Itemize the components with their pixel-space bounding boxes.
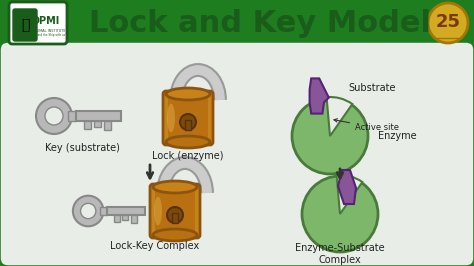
Circle shape xyxy=(73,196,103,226)
Bar xyxy=(172,213,178,223)
Wedge shape xyxy=(337,175,362,214)
Ellipse shape xyxy=(153,181,197,193)
FancyBboxPatch shape xyxy=(13,9,37,41)
Text: "Come Board the Ship with us": "Come Board the Ship with us" xyxy=(24,33,66,37)
Bar xyxy=(155,189,195,233)
Text: Enzyme-Substrate
Complex: Enzyme-Substrate Complex xyxy=(295,243,385,265)
Circle shape xyxy=(167,207,183,223)
Text: DPMI: DPMI xyxy=(31,16,59,26)
Text: Enzyme: Enzyme xyxy=(378,131,417,141)
Ellipse shape xyxy=(153,229,197,241)
Text: Lock and Key Model: Lock and Key Model xyxy=(89,9,431,38)
Ellipse shape xyxy=(166,136,210,148)
Text: Active site: Active site xyxy=(334,119,399,132)
Text: THE ANIMAL INSTITUTE: THE ANIMAL INSTITUTE xyxy=(25,29,65,33)
Ellipse shape xyxy=(167,103,175,132)
Text: 25: 25 xyxy=(436,13,461,31)
Bar xyxy=(0,0,474,46)
Circle shape xyxy=(428,3,468,43)
FancyBboxPatch shape xyxy=(0,40,474,266)
Bar xyxy=(68,111,76,121)
Circle shape xyxy=(292,98,368,174)
FancyBboxPatch shape xyxy=(9,2,67,44)
Bar xyxy=(84,121,91,129)
Text: Key (substrate): Key (substrate) xyxy=(45,143,119,153)
Bar xyxy=(94,121,101,127)
Bar xyxy=(168,96,208,140)
Bar xyxy=(100,207,107,215)
Text: 🛡: 🛡 xyxy=(21,18,29,32)
Polygon shape xyxy=(310,78,329,114)
Text: Substrate: Substrate xyxy=(348,83,395,93)
Circle shape xyxy=(45,107,63,125)
Bar xyxy=(185,120,191,130)
Circle shape xyxy=(81,203,96,219)
Bar xyxy=(76,111,121,121)
FancyBboxPatch shape xyxy=(163,91,213,145)
Polygon shape xyxy=(338,170,356,204)
Text: Lock-Key Complex: Lock-Key Complex xyxy=(110,241,200,251)
Circle shape xyxy=(36,98,72,134)
Bar xyxy=(131,215,137,223)
Bar xyxy=(107,207,145,215)
Circle shape xyxy=(180,114,196,130)
Ellipse shape xyxy=(166,88,210,100)
Bar xyxy=(104,121,111,130)
Ellipse shape xyxy=(154,197,162,225)
Circle shape xyxy=(302,176,378,252)
Text: Lock (enzyme): Lock (enzyme) xyxy=(152,151,224,161)
Bar xyxy=(114,215,119,222)
FancyBboxPatch shape xyxy=(150,184,200,238)
Wedge shape xyxy=(327,97,352,136)
Bar xyxy=(122,215,128,220)
